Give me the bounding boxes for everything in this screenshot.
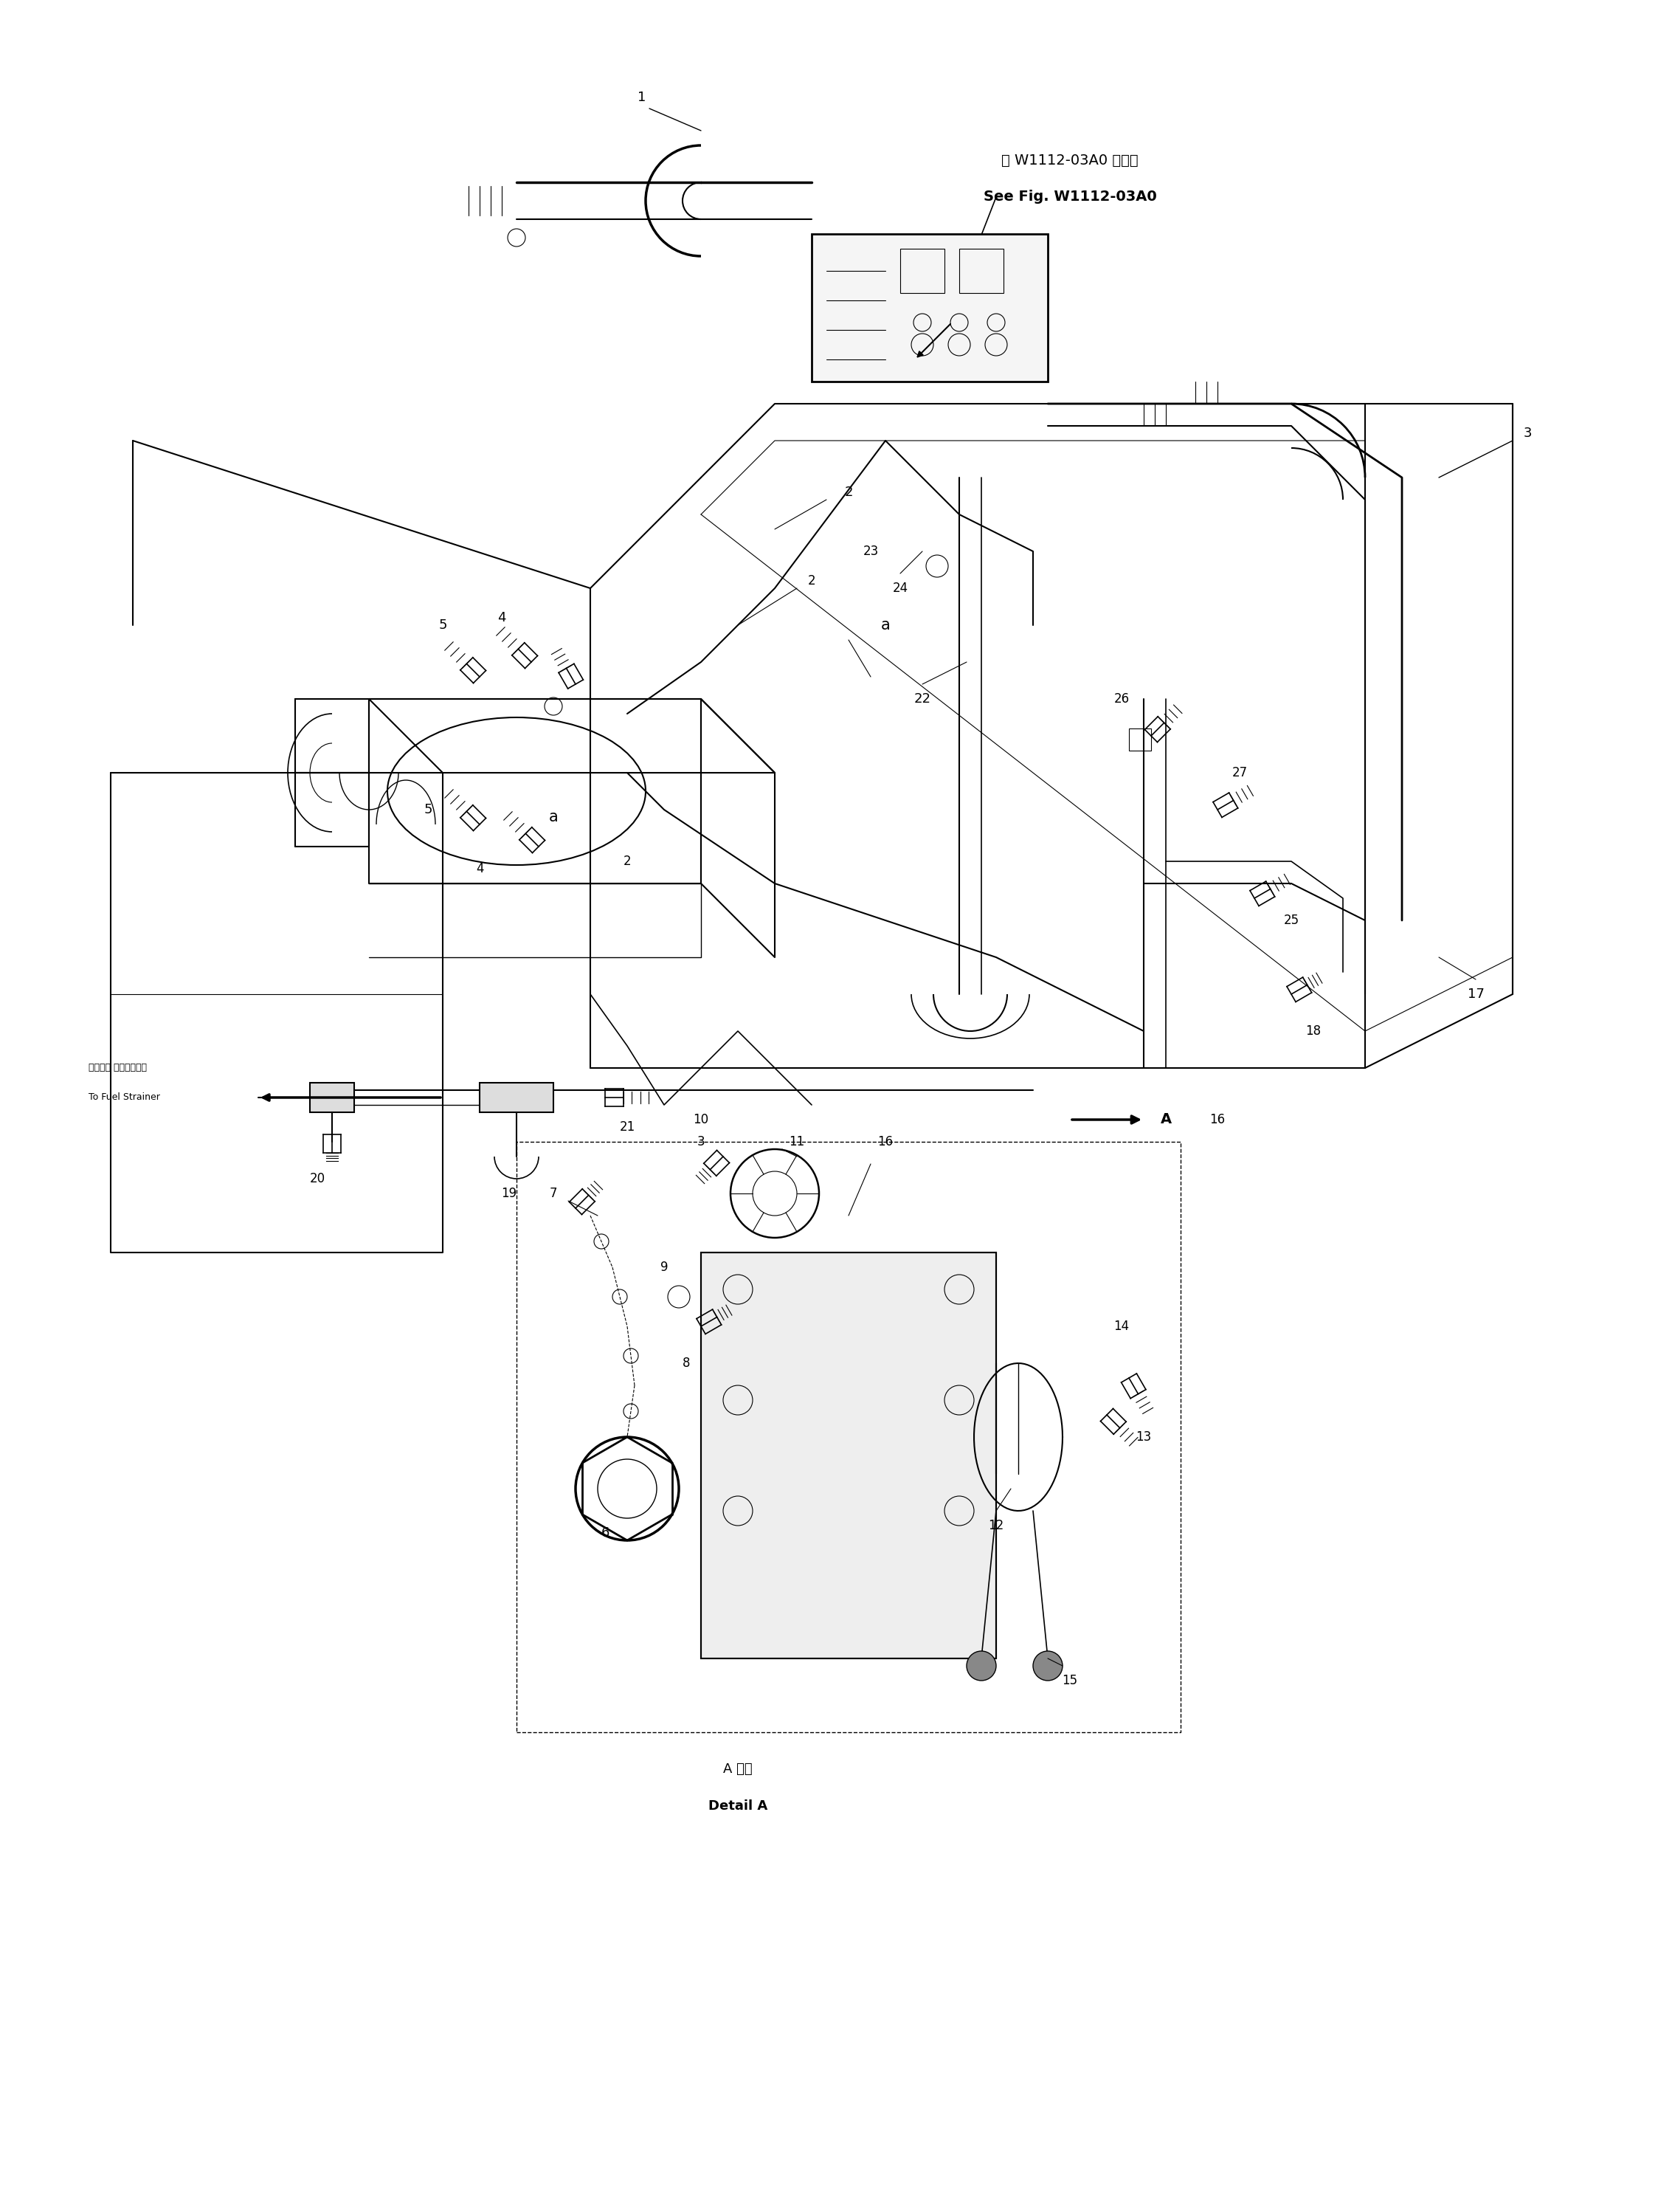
Bar	[812, 234, 1048, 383]
Text: 11: 11	[789, 1135, 804, 1148]
Text: 21: 21	[620, 1121, 635, 1135]
Text: a: a	[880, 617, 890, 633]
Text: 27: 27	[1232, 765, 1247, 779]
Text: 15: 15	[1063, 1674, 1078, 1688]
Text: a: a	[549, 810, 559, 825]
Text: 22: 22	[914, 692, 930, 706]
Circle shape	[1033, 1650, 1063, 1681]
Text: A 詳細: A 詳細	[723, 1763, 753, 1776]
Text: 14: 14	[1114, 1321, 1129, 1334]
Text: 1: 1	[638, 91, 647, 104]
Text: 第 W1112-03A0 図参照: 第 W1112-03A0 図参照	[1001, 153, 1139, 168]
Text: 2: 2	[844, 487, 852, 500]
Text: 24: 24	[892, 582, 909, 595]
Text: 19: 19	[501, 1188, 517, 1201]
Text: 17: 17	[1467, 987, 1484, 1000]
Text: 26: 26	[1114, 692, 1129, 706]
Text: 9: 9	[660, 1261, 668, 1274]
Text: To Fuel Strainer: To Fuel Strainer	[88, 1093, 161, 1102]
Text: 13: 13	[1136, 1431, 1152, 1444]
Bar	[900, 248, 945, 292]
Text: 7: 7	[549, 1188, 557, 1201]
Text: 3: 3	[1524, 427, 1532, 440]
Text: 4: 4	[476, 863, 484, 876]
Text: 18: 18	[1305, 1024, 1321, 1037]
Text: 4: 4	[497, 611, 506, 624]
Text: 10: 10	[693, 1113, 708, 1126]
Text: 16: 16	[1210, 1113, 1225, 1126]
Text: 25: 25	[1283, 914, 1300, 927]
Text: 2: 2	[623, 854, 632, 867]
Text: 3: 3	[696, 1135, 705, 1148]
Text: フェエル ストレーナへ: フェエル ストレーナへ	[88, 1064, 148, 1073]
Text: 20: 20	[310, 1172, 325, 1186]
Bar	[701, 1252, 996, 1659]
Text: 6: 6	[600, 1526, 608, 1540]
Text: 16: 16	[877, 1135, 894, 1148]
Text: 8: 8	[683, 1356, 690, 1369]
Text: 5: 5	[424, 803, 433, 816]
Text: A: A	[1161, 1113, 1172, 1126]
Circle shape	[967, 1650, 996, 1681]
Text: 5: 5	[438, 619, 448, 633]
Bar	[701, 1252, 996, 1659]
Text: 23: 23	[862, 544, 879, 557]
Bar	[1129, 728, 1151, 750]
Bar	[310, 1082, 355, 1113]
Bar	[960, 248, 1003, 292]
Text: 12: 12	[988, 1520, 1005, 1533]
Text: Detail A: Detail A	[708, 1798, 768, 1812]
Text: See Fig. W1112-03A0: See Fig. W1112-03A0	[983, 190, 1157, 204]
Bar	[479, 1082, 554, 1113]
Bar	[517, 1141, 1180, 1732]
Text: 2: 2	[807, 575, 816, 588]
